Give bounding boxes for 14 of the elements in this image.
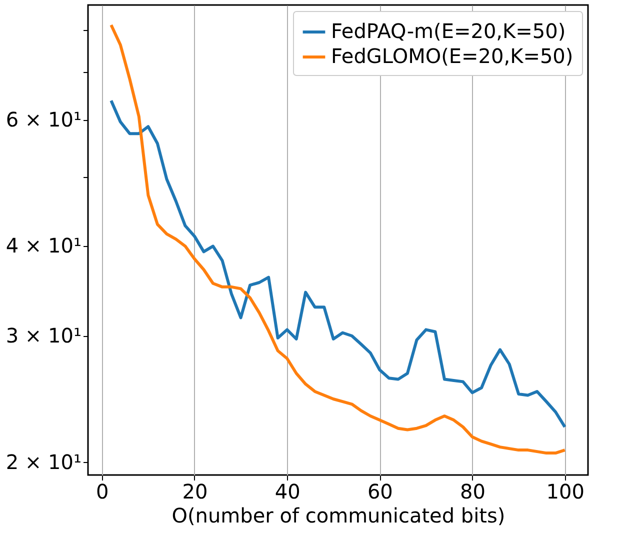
- y-tick-label: 3 × 10¹: [6, 323, 82, 348]
- y-tick-label: 6 × 10¹: [6, 107, 82, 132]
- x-tick-label: 60: [367, 480, 393, 504]
- x-tick-label: 0: [96, 480, 109, 504]
- y-tick-label: 4 × 10¹: [6, 234, 82, 258]
- x-tick-label: 40: [274, 480, 300, 504]
- legend-label: FedPAQ-m(E=20,K=50): [331, 19, 566, 43]
- y-tick-label: 2 × 10¹: [6, 450, 82, 474]
- legend-label: FedGLOMO(E=20,K=50): [331, 44, 574, 68]
- x-axis-title: O(number of communicated bits): [172, 504, 506, 528]
- x-tick-label: 80: [460, 480, 486, 504]
- line-series: [110, 99, 566, 428]
- x-tick-label: 100: [546, 480, 584, 504]
- x-tick-label: 20: [182, 480, 208, 504]
